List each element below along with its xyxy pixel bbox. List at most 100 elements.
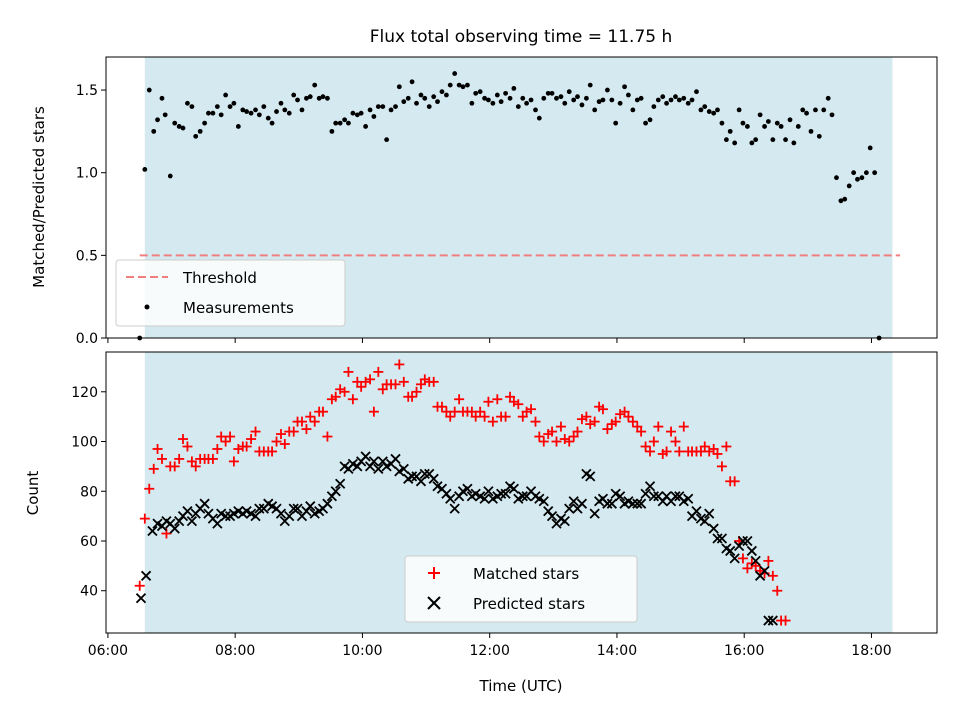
matched-star-point <box>648 436 659 447</box>
measurement-point <box>312 82 318 88</box>
predicted-star-point <box>508 483 520 494</box>
measurement-point <box>426 104 432 109</box>
matched-star-point <box>555 421 566 432</box>
predicted-star-point <box>212 518 223 529</box>
measurement-point <box>584 95 589 101</box>
predicted-star-point <box>135 593 147 604</box>
y-tick-label: 1.0 <box>76 166 98 182</box>
measurement-point <box>613 120 619 126</box>
matched-star-point <box>640 441 651 452</box>
measurement-point <box>295 97 300 103</box>
measurement-point <box>838 198 844 204</box>
measurement-point <box>482 95 487 101</box>
measurement-point <box>825 95 831 101</box>
matched-star-point <box>534 431 545 442</box>
measurement-point <box>354 112 360 118</box>
measurement-point <box>248 110 254 116</box>
measurement-point <box>304 95 309 101</box>
measurement-point <box>711 110 717 116</box>
measurement-point <box>503 90 508 96</box>
predicted-star-point <box>500 488 511 499</box>
measurement-point <box>320 94 326 100</box>
measurement-point <box>486 97 491 103</box>
matched-star-point <box>398 376 409 387</box>
measurement-point <box>214 104 220 109</box>
measurement-point <box>541 95 547 101</box>
measurement-point <box>409 79 415 85</box>
matched-star-point <box>750 560 761 571</box>
measurement-point <box>393 104 398 109</box>
measurement-point <box>274 109 279 114</box>
measurement-point <box>146 87 152 93</box>
measurement-point <box>337 120 343 126</box>
predicted-star-point <box>602 498 613 509</box>
matched-star-point <box>301 424 312 435</box>
predicted-star-point <box>712 533 723 544</box>
measurement-point <box>218 112 224 118</box>
measurement-point <box>396 84 402 90</box>
measurement-point <box>176 124 182 129</box>
measurement-point <box>571 97 577 103</box>
measurement-point <box>727 128 733 134</box>
measurement-point <box>592 107 598 113</box>
measurement-point <box>223 92 229 98</box>
matched-star-point <box>674 446 685 457</box>
measurement-point <box>202 120 208 126</box>
predicted-star-point <box>182 506 193 517</box>
matched-star-point <box>271 436 282 447</box>
matched-star-point <box>225 431 236 442</box>
matched-star-point <box>678 421 689 432</box>
measurement-point <box>490 100 496 106</box>
matched-star-point <box>148 463 159 474</box>
predicted-star-point <box>767 615 778 626</box>
measurement-point <box>511 86 517 91</box>
matched-star-point <box>390 379 401 390</box>
measurement-point <box>155 117 160 123</box>
measurement-point <box>846 183 852 189</box>
predicted-star-point <box>140 570 152 581</box>
measurement-point <box>622 84 627 90</box>
matched-star-point <box>228 456 239 467</box>
matched-star-point <box>483 396 494 407</box>
measurement-point <box>762 124 767 129</box>
predicted-star-point <box>250 510 261 522</box>
matched-star-point <box>623 411 634 422</box>
count-panel: 40 60 80 100 120 06:00 08:00 10:00 12:00 14:00 16… <box>24 351 938 695</box>
measurement-point <box>596 99 602 105</box>
predicted-star-point <box>742 535 753 547</box>
matched-star-point <box>212 443 223 454</box>
measurement-point <box>444 92 449 98</box>
predicted-star-point <box>360 451 371 462</box>
y-tick-label: 1.5 <box>76 83 98 99</box>
predicted-star-point <box>737 535 749 547</box>
ratio-y-ticks: 0.0 0.5 1.0 1.5 <box>76 83 106 347</box>
measurement-point <box>151 128 157 134</box>
predicted-star-point <box>462 483 473 494</box>
measurement-point <box>664 100 669 106</box>
matched-star-point <box>207 453 218 464</box>
matched-star-point <box>564 436 575 447</box>
predicted-star-point <box>614 491 626 502</box>
predicted-star-point <box>322 498 333 509</box>
matched-star-point <box>767 570 778 581</box>
measurement-point <box>778 124 784 129</box>
measurement-point <box>342 117 348 123</box>
predicted-star-point <box>415 476 427 487</box>
predicted-star-point <box>445 493 456 504</box>
matched-star-point <box>602 424 613 435</box>
measurement-point <box>299 107 305 113</box>
measurement-point <box>719 120 725 126</box>
predicted-star-point <box>546 510 558 522</box>
measurement-point <box>477 89 483 95</box>
matched-star-point <box>250 426 261 437</box>
predicted-star-point <box>648 491 659 502</box>
matched-star-point <box>241 441 252 452</box>
measurement-point <box>813 107 818 113</box>
predicted-star-point <box>406 471 418 482</box>
legend-predicted-swatch <box>427 596 441 610</box>
measurement-point <box>371 114 377 119</box>
measurement-point <box>235 124 241 129</box>
measurement-point <box>227 104 233 109</box>
measurement-point <box>172 120 178 126</box>
y-tick-label: 40 <box>80 584 98 600</box>
